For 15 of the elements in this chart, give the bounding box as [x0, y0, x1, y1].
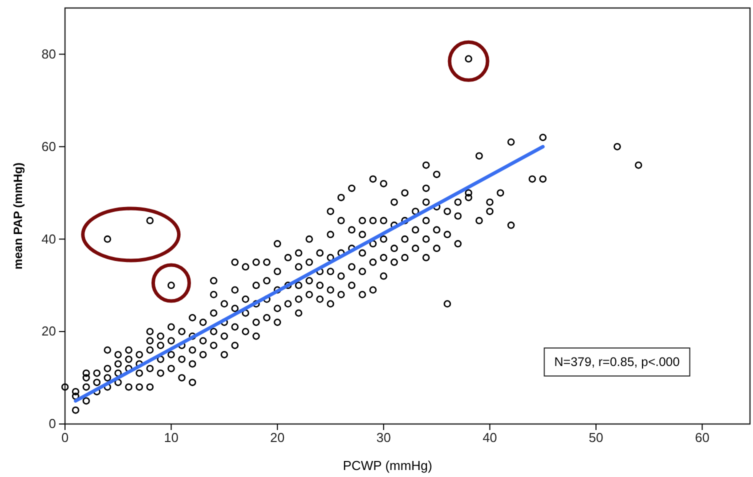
x-tick-label: 20 [270, 430, 285, 446]
x-tick-label: 50 [588, 430, 604, 446]
y-axis-title: mean PAP (mmHg) [11, 162, 25, 270]
x-tick-label: 0 [61, 430, 69, 446]
y-tick-label: 20 [42, 324, 56, 339]
x-tick-label: 10 [164, 430, 178, 446]
x-tick-label: 30 [376, 430, 391, 446]
x-axis-title: PCWP (mmHg) [342, 458, 432, 473]
y-tick-label: 60 [42, 138, 56, 154]
x-tick-label: 40 [482, 430, 498, 446]
y-tick-label: 40 [42, 231, 56, 246]
y-tick-label: 80 [42, 46, 56, 62]
y-tick-label: 0 [48, 416, 56, 432]
annotation: N=379, r=0.85, p<.000 [554, 355, 680, 369]
x-tick-label: 60 [694, 430, 710, 446]
